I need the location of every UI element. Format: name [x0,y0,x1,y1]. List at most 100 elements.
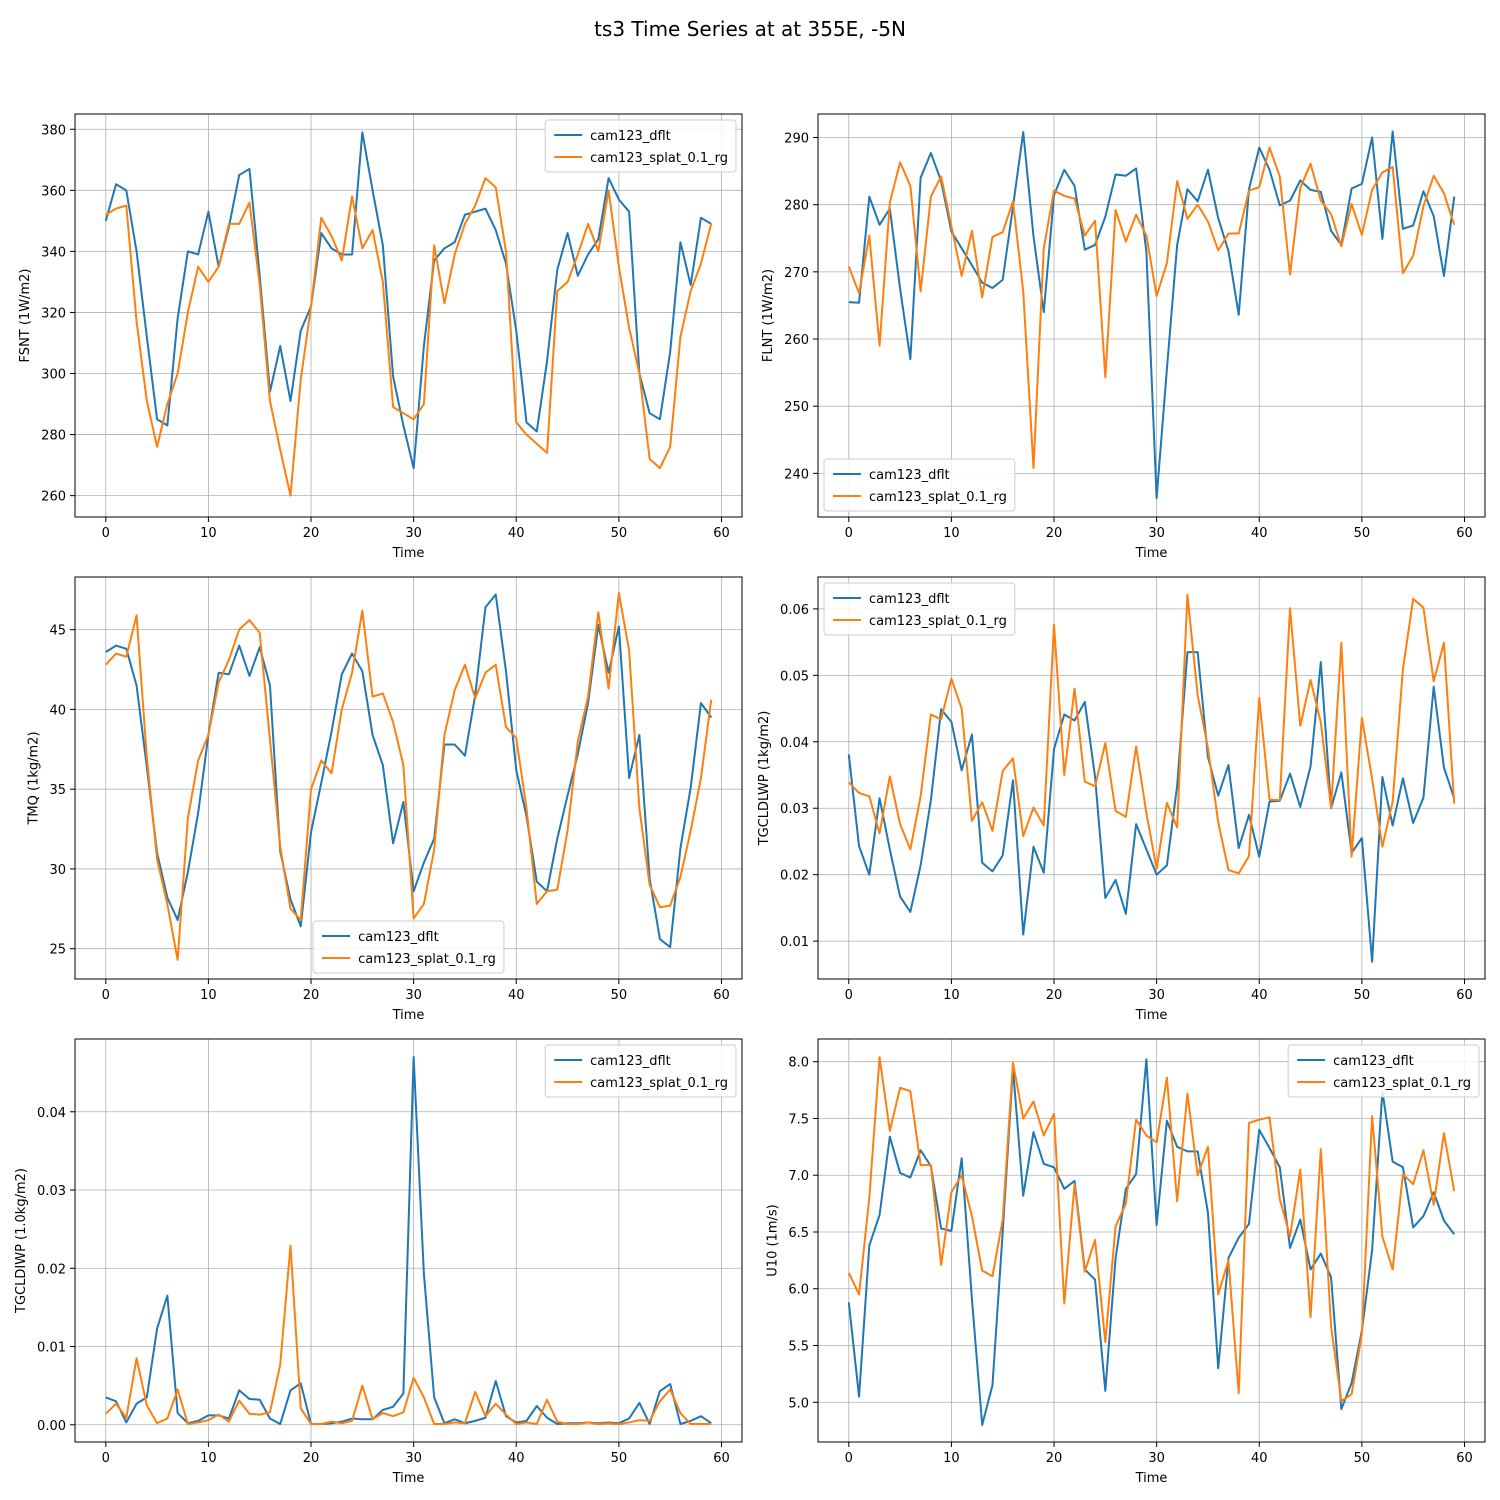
x-tick-label: 20 [303,988,320,1003]
legend: cam123_dflt cam123_splat_0.1_rg [544,1044,737,1098]
axes-frame [817,1038,1486,1443]
x-tick-label: 50 [1354,988,1371,1003]
axes-frame [74,113,743,518]
axes-frame [817,113,1486,518]
y-tick-label: 240 [784,467,809,482]
legend-label: cam123_splat_0.1_rg [869,614,1007,629]
x-tick-label: 0 [102,1451,110,1466]
x-tick-label: 30 [405,526,422,541]
y-tick-label: 260 [41,490,66,505]
legend-box [1287,1044,1480,1098]
x-tick-label: 30 [1148,526,1165,541]
x-tick-label: 20 [303,526,320,541]
y-tick-label: 25 [49,943,66,958]
x-tick-label: 10 [200,988,217,1003]
series-line-splat [105,591,713,961]
legend-box [544,119,737,173]
y-tick-label: 0.03 [37,1184,66,1199]
y-tick-label: 0.00 [37,1419,66,1434]
x-tick-label: 40 [1251,1451,1268,1466]
series-line-splat [848,593,1456,875]
series-line-splat [847,146,1456,469]
y-tick-label: 0.02 [37,1262,66,1277]
x-tick-label: 0 [845,1451,853,1466]
legend-box [312,920,505,974]
x-tick-label: 50 [611,988,628,1003]
series-line-dflt [848,130,1456,500]
y-tick-label: 280 [41,429,66,444]
y-tick-label: 0.05 [780,669,809,684]
series-line-dflt [847,1058,1456,1426]
subplot-2: 0 10 20 30 40 50 60 240 250 260 270 280 290 Time FLNT … [761,113,1486,561]
x-tick-label: 50 [1354,1451,1371,1466]
y-tick-label: 0.01 [37,1341,66,1356]
y-tick-label: 280 [784,199,809,214]
x-tick-label: 60 [1456,988,1473,1003]
x-axis-label: Time [392,546,425,561]
y-tick-label: 0.03 [780,802,809,817]
y-tick-label: 0.06 [780,603,809,618]
x-tick-label: 60 [1456,1451,1473,1466]
legend: cam123_dflt cam123_splat_0.1_rg [312,920,505,974]
y-axis-label: FLNT (1W/m2) [761,269,776,362]
x-tick-label: 50 [1354,526,1371,541]
legend-label: cam123_dflt [869,592,950,607]
x-tick-label: 20 [1046,1451,1063,1466]
legend-label: cam123_splat_0.1_rg [1333,1076,1471,1091]
legend-label: cam123_dflt [1333,1054,1414,1069]
y-tick-label: 6.0 [788,1283,809,1298]
x-tick-label: 30 [405,988,422,1003]
x-tick-label: 40 [1251,526,1268,541]
legend: cam123_dflt cam123_splat_0.1_rg [823,582,1016,636]
legend: cam123_dflt cam123_splat_0.1_rg [544,119,737,173]
y-tick-label: 360 [41,184,66,199]
subplot-5: 0 10 20 30 40 50 60 0.00 0.01 0.02 0.03 0.04 Time TGC… [14,1038,743,1486]
y-tick-label: 6.5 [788,1226,809,1241]
y-tick-label: 0.04 [37,1106,66,1121]
y-tick-label: 0.02 [780,869,809,884]
x-tick-label: 40 [1251,988,1268,1003]
x-tick-label: 60 [713,526,730,541]
x-tick-label: 60 [713,1451,730,1466]
legend-label: cam123_dflt [590,1054,671,1069]
legend-label: cam123_splat_0.1_rg [590,151,728,166]
x-tick-label: 10 [943,1451,960,1466]
series-line-dflt [847,651,1456,963]
y-tick-label: 290 [784,132,809,147]
legend-label: cam123_dflt [358,930,439,945]
x-tick-label: 0 [845,988,853,1003]
x-tick-label: 40 [508,1451,525,1466]
legend: cam123_dflt cam123_splat_0.1_rg [823,458,1016,512]
x-tick-label: 20 [1046,988,1063,1003]
x-tick-label: 50 [611,526,628,541]
subplot-3: 0 10 20 30 40 50 60 25 30 35 40 45 Time TMQ (1kg/m2) c… [26,576,743,1023]
x-tick-label: 0 [102,988,110,1003]
x-tick-label: 30 [405,1451,422,1466]
legend-box [823,582,1016,636]
legend-label: cam123_splat_0.1_rg [358,952,496,967]
y-tick-label: 7.5 [788,1112,809,1127]
x-tick-label: 60 [713,988,730,1003]
series-line-splat [847,1056,1456,1403]
y-tick-label: 7.0 [788,1169,809,1184]
x-tick-label: 0 [102,526,110,541]
y-axis-label: U10 (1m/s) [765,1204,780,1276]
y-tick-label: 30 [49,863,66,878]
y-tick-label: 0.01 [780,935,809,950]
x-axis-label: Time [392,1008,425,1023]
legend-label: cam123_splat_0.1_rg [869,490,1007,505]
y-tick-label: 270 [784,266,809,281]
y-axis-label: TGCLDLWP (1kg/m2) [757,711,772,847]
axes-frame [74,1038,743,1443]
y-axis-label: TMQ (1kg/m2) [26,731,41,825]
x-tick-label: 0 [845,526,853,541]
legend-label: cam123_dflt [869,468,950,483]
series-line-splat [105,1244,712,1425]
y-tick-label: 35 [49,783,66,798]
x-tick-label: 10 [943,526,960,541]
y-tick-label: 0.04 [780,736,809,751]
series-line-dflt [104,131,712,470]
x-tick-label: 10 [200,1451,217,1466]
